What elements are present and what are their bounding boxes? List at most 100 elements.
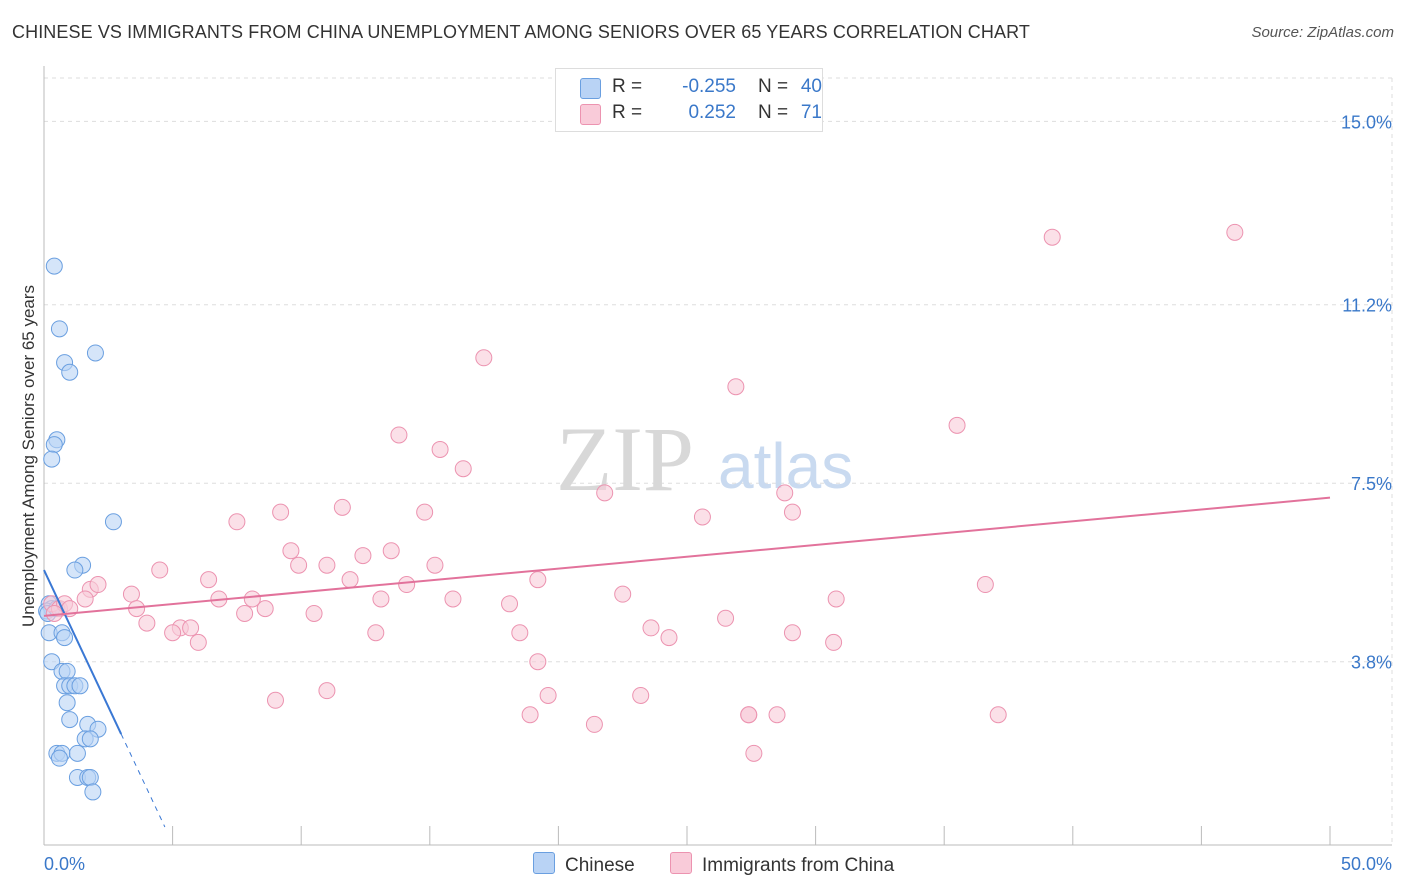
bottom-legend-swatch-immigrants (670, 852, 692, 874)
trend-line-immigrants (43, 496, 1331, 617)
point-immigrants (305, 604, 323, 622)
legend-swatch-chinese (580, 78, 601, 99)
point-immigrants (475, 349, 493, 367)
point-immigrants (266, 691, 284, 709)
bottom-legend-immigrants: Immigrants from China (670, 852, 894, 877)
point-chinese (50, 320, 68, 338)
point-immigrants (642, 619, 660, 637)
y-tick-label: 7.5% (1351, 474, 1392, 494)
point-chinese (84, 783, 102, 801)
bottom-legend-swatch-chinese (533, 852, 555, 874)
point-immigrants (382, 542, 400, 560)
point-immigrants (776, 484, 794, 502)
x-tick-label-min: 0.0% (44, 854, 85, 874)
point-chinese (45, 257, 63, 275)
point-immigrants (182, 619, 200, 637)
point-immigrants (727, 378, 745, 396)
y-tick-label: 11.2% (1342, 296, 1392, 316)
point-chinese (71, 677, 89, 695)
point-chinese (81, 768, 99, 786)
point-immigrants (454, 460, 472, 478)
point-immigrants (521, 706, 539, 724)
point-immigrants (138, 614, 156, 632)
point-immigrants (76, 590, 94, 608)
point-immigrants (290, 556, 308, 574)
point-chinese (81, 730, 99, 748)
point-immigrants (614, 585, 632, 603)
chart-title: CHINESE VS IMMIGRANTS FROM CHINA UNEMPLO… (12, 22, 1030, 42)
point-immigrants (390, 426, 408, 444)
point-immigrants (511, 624, 529, 642)
point-immigrants (256, 600, 274, 618)
point-immigrants (243, 590, 261, 608)
point-immigrants (783, 503, 801, 521)
point-immigrants (228, 513, 246, 531)
point-immigrants (89, 576, 107, 594)
tick-labels: 3.8% 7.5% 11.2% 15.0% 0.0% 50.0% (44, 112, 1392, 874)
bottom-legend-label-immigrants: Immigrants from China (702, 855, 895, 876)
legend-n-value: 40 (800, 76, 822, 97)
point-chinese (86, 344, 104, 362)
point-immigrants (341, 571, 359, 589)
trend-line-chinese-extension (120, 733, 166, 828)
point-immigrants (717, 609, 735, 627)
point-immigrants (200, 571, 218, 589)
point-immigrants (318, 556, 336, 574)
point-immigrants (529, 571, 547, 589)
point-chinese (104, 513, 122, 531)
point-chinese (56, 629, 74, 647)
point-immigrants (693, 508, 711, 526)
point-immigrants (333, 498, 351, 516)
point-immigrants (372, 590, 390, 608)
trend-line-chinese (43, 569, 123, 735)
point-immigrants (398, 576, 416, 594)
point-immigrants (948, 416, 966, 434)
point-chinese (66, 561, 84, 579)
point-chinese (58, 662, 76, 680)
legend-swatch-immigrants (580, 104, 601, 125)
y-tick-label: 15.0% (1341, 112, 1392, 132)
source-note: Source: ZipAtlas.com (1251, 24, 1394, 41)
data-points (38, 223, 1244, 801)
point-chinese (43, 450, 61, 468)
point-immigrants (768, 706, 786, 724)
point-immigrants (529, 653, 547, 671)
bottom-legend-chinese: Chinese (533, 852, 635, 877)
point-immigrants (501, 595, 519, 613)
y-tick-label: 3.8% (1351, 653, 1392, 673)
point-immigrants (282, 542, 300, 560)
point-chinese (61, 363, 79, 381)
point-immigrants (660, 629, 678, 647)
point-immigrants (827, 590, 845, 608)
point-immigrants (189, 633, 207, 651)
x-tick-label-max: 50.0% (1341, 854, 1392, 874)
point-immigrants (1043, 228, 1061, 246)
legend-r-value: 0.252 (688, 102, 736, 123)
point-chinese (58, 694, 76, 712)
legend-n-value: 71 (800, 102, 822, 123)
legend-r-label: R = (612, 76, 643, 97)
point-chinese (45, 436, 63, 454)
point-immigrants (367, 624, 385, 642)
point-immigrants (236, 604, 254, 622)
point-immigrants (632, 686, 650, 704)
point-immigrants (596, 484, 614, 502)
point-immigrants (976, 576, 994, 594)
point-chinese (50, 749, 68, 767)
legend-r-label: R = (612, 102, 643, 123)
point-immigrants (1226, 223, 1244, 241)
point-immigrants (272, 503, 290, 521)
point-immigrants (585, 715, 603, 733)
legend-n-label: N = (758, 102, 789, 123)
point-immigrants (354, 547, 372, 565)
point-immigrants (745, 744, 763, 762)
stats-legend: R = -0.255 N = 40 R = 0.252 N = 71 (555, 68, 823, 132)
point-chinese (68, 744, 86, 762)
y-axis-label: Unemployment Among Seniors over 65 years (19, 284, 38, 628)
point-immigrants (539, 686, 557, 704)
point-immigrants (426, 556, 444, 574)
watermark-zip: ZIP (556, 408, 694, 510)
point-chinese (61, 711, 79, 729)
point-immigrants (151, 561, 169, 579)
